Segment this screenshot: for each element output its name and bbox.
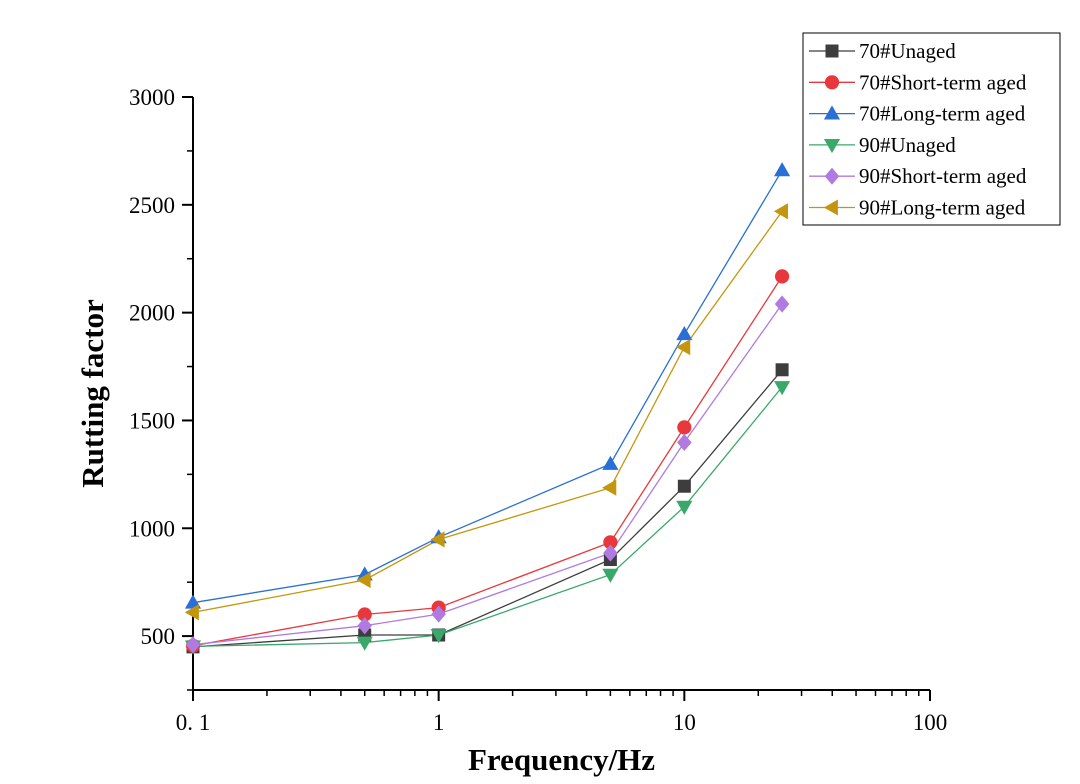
- series-line-70-long-term-aged: [192, 169, 783, 604]
- x-tick-label: 10: [673, 710, 696, 735]
- x-tick-label: 1: [433, 710, 445, 735]
- legend-marker-90-short-term-aged: [824, 167, 840, 185]
- data-point-90-short-term-aged: [185, 636, 201, 654]
- series-line-90-short-term-aged: [192, 303, 783, 646]
- legend-marker-70-short-term-aged: [824, 75, 840, 90]
- data-point-90-short-term-aged: [357, 617, 372, 635]
- series-line-90-unaged: [192, 386, 783, 648]
- legend-label-90-long-term-aged: 90#Long-term aged: [859, 196, 1026, 220]
- data-point-90-short-term-aged: [677, 433, 692, 452]
- series-line-70-short-term-aged: [192, 276, 783, 647]
- data-point-90-unaged: [356, 636, 373, 651]
- y-tick-label: 500: [141, 624, 176, 649]
- y-ticks: 500 1000 1500 2000 2500 3000: [129, 85, 193, 691]
- y-tick-label: 2000: [129, 301, 175, 326]
- data-point-70-long-term-aged: [676, 325, 693, 341]
- series-line-70-unaged: [192, 369, 783, 648]
- data-point-90-long-term-aged: [430, 531, 445, 548]
- axes: [192, 97, 930, 691]
- data-point-90-unaged: [430, 629, 447, 644]
- y-tick-label: 1500: [129, 408, 175, 433]
- x-axis-title: Frequency/Hz: [468, 742, 655, 777]
- legend: 70#Unaged 70#Short-term aged 70#Long-term …: [802, 32, 1061, 226]
- legend-marker-70-unaged: [825, 44, 839, 58]
- data-point-90-long-term-aged: [602, 479, 617, 496]
- data-point-90-unaged: [602, 568, 619, 583]
- data-point-70-unaged: [677, 479, 691, 493]
- legend-label-90-unaged: 90#Unaged: [859, 133, 956, 157]
- data-point-70-short-term-aged: [677, 420, 692, 435]
- data-point-90-short-term-aged: [431, 605, 446, 623]
- legend-marker-90-long-term-aged: [823, 199, 838, 216]
- y-tick-label: 3000: [129, 85, 175, 110]
- legend-marker-90-unaged: [823, 139, 841, 154]
- series-lines: [192, 169, 783, 648]
- legend-marker-70-long-term-aged: [823, 105, 841, 120]
- legend-label-90-short-term-aged: 90#Short-term aged: [859, 164, 1027, 188]
- data-point-70-short-term-aged: [774, 269, 790, 284]
- data-point-90-short-term-aged: [603, 544, 618, 562]
- data-point-90-unaged: [676, 500, 693, 515]
- data-point-90-long-term-aged: [184, 604, 199, 621]
- y-tick-label: 2500: [129, 193, 175, 218]
- y-tick-label: 1000: [129, 516, 175, 541]
- data-point-90-long-term-aged: [676, 339, 691, 356]
- data-point-90-short-term-aged: [774, 295, 790, 313]
- data-point-70-long-term-aged: [774, 162, 791, 177]
- series-markers: [184, 162, 791, 655]
- data-point-90-long-term-aged: [356, 571, 371, 589]
- legend-label-70-long-term-aged: 70#Long-term aged: [859, 102, 1026, 126]
- legend-label-70-unaged: 70#Unaged: [859, 39, 956, 63]
- legend-box: [802, 32, 1061, 226]
- x-tick-label: 0. 1: [176, 710, 211, 735]
- data-point-70-long-term-aged: [602, 455, 619, 470]
- series-line-90-long-term-aged: [192, 210, 783, 614]
- legend-label-70-short-term-aged: 70#Short-term aged: [859, 70, 1027, 94]
- x-ticks: 0. 1 1 10 100: [176, 690, 948, 735]
- x-tick-label: 100: [913, 710, 948, 735]
- y-axis-title: Rutting factor: [75, 299, 110, 488]
- data-point-90-unaged: [774, 381, 791, 396]
- data-point-90-long-term-aged: [773, 203, 788, 220]
- data-point-70-unaged: [775, 363, 789, 377]
